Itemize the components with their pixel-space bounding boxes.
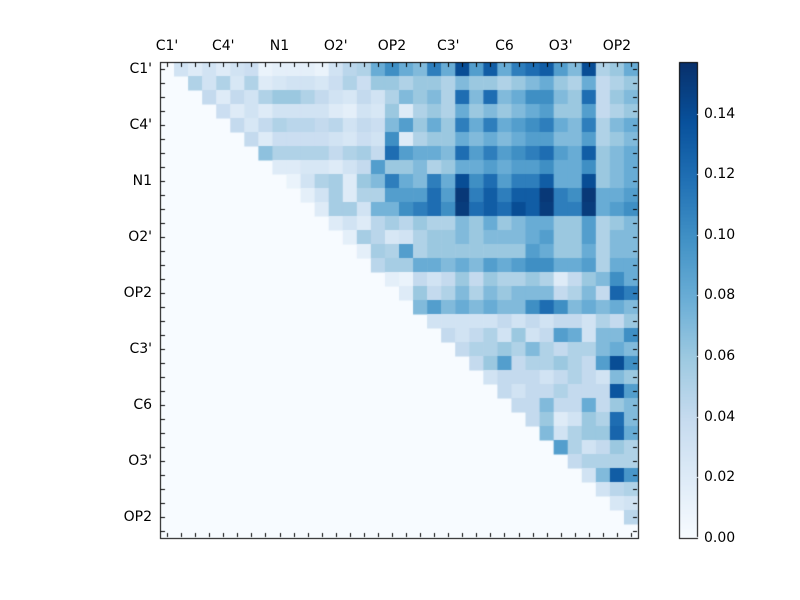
y-tick-label-2: N1 [132, 173, 152, 189]
y-tick-label-0: C1' [129, 61, 152, 77]
y-tick-label-1: C4' [129, 117, 152, 133]
x-tick-label-5: C3' [436, 38, 460, 54]
y-tick-label-8: OP2 [123, 509, 152, 525]
y-tick-label-7: O3' [128, 453, 152, 469]
colorbar-tick-label-5: 0.10 [704, 226, 736, 243]
y-tick-label-5: C3' [129, 341, 152, 357]
x-tick-label-1: C4' [211, 38, 235, 54]
x-tick-label-0: C1' [155, 38, 179, 54]
x-tick-label-3: O2' [323, 38, 348, 54]
y-tick-label-6: C6 [133, 397, 152, 413]
x-tick-label-7: O3' [548, 38, 573, 54]
colorbar-tick-label-1: 0.02 [704, 469, 736, 486]
y-tick-label-3: O2' [128, 229, 152, 245]
colorbar-tick-label-4: 0.08 [704, 287, 736, 304]
colorbar-tick-label-0: 0.00 [704, 530, 736, 546]
colorbar-tick-label-6: 0.12 [704, 166, 736, 183]
colorbar-tick-label-7: 0.14 [704, 105, 736, 122]
x-tick-label-8: OP2 [602, 38, 632, 54]
colorbar-tick-label-2: 0.04 [704, 408, 736, 425]
y-tick-label-4: OP2 [123, 285, 152, 301]
x-tick-label-2: N1 [269, 38, 290, 54]
colorbar-tick-label-3: 0.06 [704, 348, 736, 365]
x-tick-label-4: OP2 [377, 38, 407, 54]
x-tick-label-6: C6 [495, 38, 514, 54]
